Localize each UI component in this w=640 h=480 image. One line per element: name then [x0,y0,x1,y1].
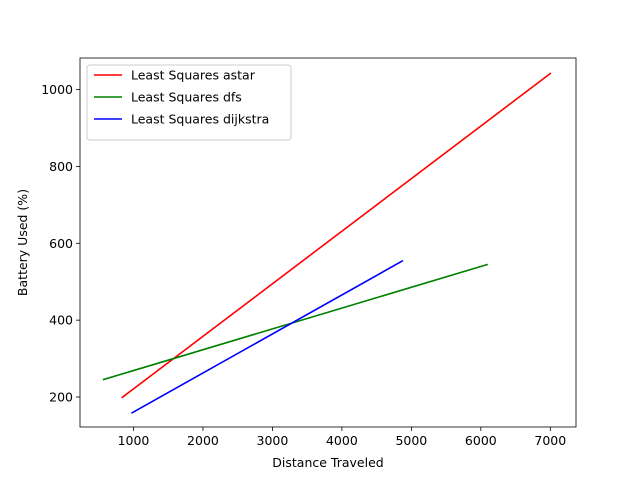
x-tick-label: 3000 [257,433,289,448]
x-axis: 1000 2000 3000 4000 5000 6000 7000 [118,427,566,448]
series-line-1 [102,263,489,381]
x-tick-label: 7000 [534,433,566,448]
series-layer [102,72,552,414]
y-axis: 200 400 600 800 1000 [41,82,80,405]
x-tick-label: 6000 [465,433,497,448]
legend-entry: Least Squares dfs [131,90,242,105]
x-tick-label: 4000 [326,433,358,448]
y-tick-label: 400 [49,313,73,328]
x-tick-label: 5000 [395,433,427,448]
legend-box [86,64,292,141]
y-tick-label: 1000 [41,82,73,97]
legend-entry: Least Squares astar [131,68,256,83]
legend: Least Squares astar Least Squares dfs Leas… [86,64,292,141]
y-tick-label: 200 [49,390,73,405]
y-tick-label: 600 [49,236,73,251]
x-tick-label: 2000 [187,433,219,448]
x-tick-label: 1000 [118,433,150,448]
x-axis-label: Distance Traveled [272,455,383,470]
series-line-0 [121,72,552,399]
legend-entry: Least Squares dijkstra [131,112,269,127]
y-axis-label: Battery Used (%) [15,189,30,296]
plot-frame [79,57,577,428]
series-line-2 [131,259,404,414]
y-tick-label: 800 [49,159,73,174]
